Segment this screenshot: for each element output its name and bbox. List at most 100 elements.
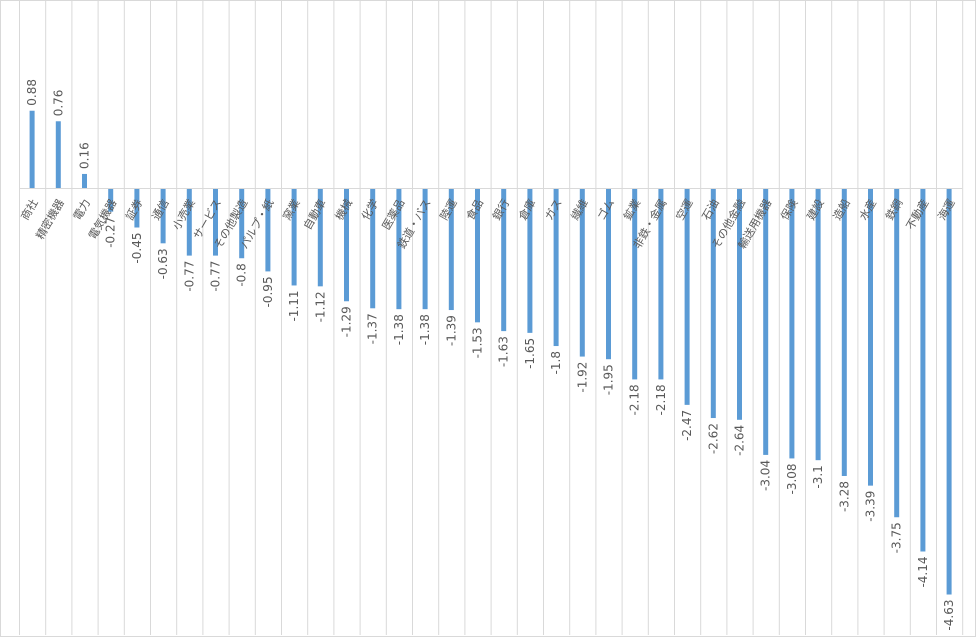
data-label: -2.62 (706, 423, 720, 454)
bar (475, 188, 480, 323)
category-label: 食品 (463, 197, 486, 223)
data-label: -0.95 (261, 276, 275, 307)
data-label: -2.18 (654, 384, 668, 415)
data-label: -0.63 (156, 248, 170, 279)
category-label: 海運 (935, 197, 958, 223)
value-labels-group: 0.88 0.76 0.16 -0.27 -0.45 -0.63 -0.77 -0.77 -0.… (25, 79, 956, 631)
data-label: -1.92 (575, 362, 589, 393)
data-label: -2.64 (733, 425, 747, 456)
data-label: -1.29 (340, 306, 354, 337)
bar (213, 188, 218, 256)
category-label: 通信 (149, 197, 171, 223)
bar (265, 188, 271, 272)
data-label: -1.38 (392, 314, 406, 345)
bar (632, 188, 638, 380)
category-label: 医薬品 (380, 197, 408, 232)
category-label: 陸運 (438, 197, 460, 223)
data-label: -3.28 (837, 481, 851, 512)
bar (29, 110, 35, 188)
category-label: 鉄鋼 (882, 197, 905, 223)
bar (553, 188, 559, 347)
data-label: -0.8 (235, 263, 249, 286)
data-label: -3.1 (811, 465, 825, 488)
category-label: 商社 (18, 197, 41, 223)
category-label: 銀行 (489, 197, 512, 223)
bar (763, 188, 769, 455)
bar (841, 188, 847, 476)
bar (160, 188, 166, 244)
bar (789, 188, 795, 459)
data-label: -2.18 (628, 384, 642, 415)
data-label: -1.65 (523, 338, 537, 369)
data-label: -1.11 (287, 290, 301, 321)
category-label: 証券 (122, 197, 145, 223)
category-label: 化学 (358, 197, 381, 223)
bar (422, 188, 428, 310)
category-label: 石油 (699, 197, 722, 223)
category-label: 電力 (71, 197, 93, 223)
bar (82, 173, 87, 188)
bar (134, 188, 140, 228)
bar (737, 188, 742, 420)
bars-group (29, 110, 952, 595)
category-label: 空運 (673, 197, 696, 223)
category-label: 保険 (777, 197, 800, 223)
category-label: 建設 (804, 197, 827, 223)
category-label: 水産 (857, 197, 879, 223)
data-label: -3.08 (785, 463, 799, 494)
category-label: 鉱業 (620, 197, 643, 223)
data-label: -0.45 (130, 233, 144, 264)
category-label: 繊維 (569, 197, 591, 223)
category-label: 倉庫 (515, 197, 538, 223)
category-label: ゴム (594, 197, 617, 223)
data-label: -4.14 (916, 556, 930, 587)
bar (684, 188, 690, 405)
bar (710, 188, 716, 419)
bar (108, 188, 114, 212)
bar (501, 188, 507, 332)
bar (448, 188, 454, 311)
category-label: 機械 (332, 197, 355, 223)
bar (239, 188, 245, 259)
bar (894, 188, 900, 518)
data-label: 0.76 (51, 90, 65, 117)
gridlines (19, 1, 964, 635)
data-label: -0.77 (209, 261, 223, 292)
bar (920, 188, 926, 552)
bar (946, 188, 952, 595)
data-label: -2.47 (680, 410, 694, 441)
category-label: 造船 (830, 197, 853, 223)
category-label: 小売業 (170, 197, 198, 232)
data-label: 0.16 (78, 142, 92, 169)
category-label: ガス (542, 197, 564, 223)
bar (396, 188, 402, 310)
data-label: -3.04 (759, 460, 773, 491)
category-label: 自動車 (300, 197, 329, 233)
category-label: 窯業 (280, 197, 303, 223)
bar (370, 188, 376, 309)
data-label: -1.63 (497, 336, 511, 367)
bar (291, 188, 297, 286)
category-label: 不動産 (903, 197, 932, 233)
data-label: -3.75 (890, 522, 904, 553)
data-label: -1.39 (444, 315, 458, 346)
data-label: 0.88 (25, 79, 39, 106)
data-label: -1.53 (471, 327, 485, 358)
bar (606, 188, 611, 360)
data-label: -0.27 (104, 217, 118, 248)
bar (579, 188, 585, 357)
bar (658, 188, 664, 380)
data-label: -1.38 (418, 314, 432, 345)
bar (186, 188, 192, 256)
data-label: -0.77 (182, 261, 196, 292)
data-label: -1.95 (602, 364, 616, 395)
data-label: -4.63 (942, 600, 956, 631)
data-label: -1.8 (549, 351, 563, 374)
data-label: -1.12 (313, 291, 327, 322)
bar (317, 188, 323, 287)
bar (527, 188, 533, 333)
data-label: -3.39 (864, 491, 878, 522)
bar (344, 188, 349, 302)
